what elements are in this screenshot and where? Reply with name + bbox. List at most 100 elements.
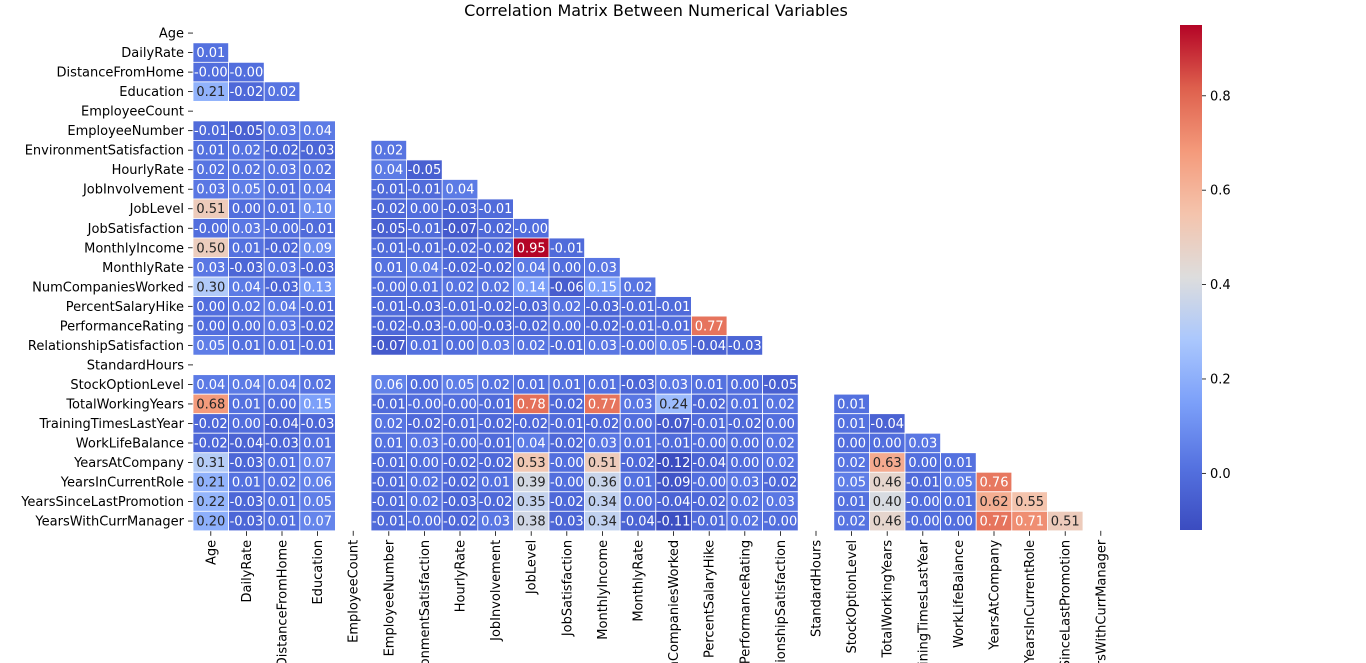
cell-label: 0.02	[730, 495, 759, 510]
cell-label: 0.40	[873, 495, 902, 510]
cell-label: -0.00	[621, 339, 655, 354]
cell-label: 0.00	[624, 495, 653, 510]
cell-label: 0.01	[232, 476, 261, 491]
x-tick-label: EmployeeCount	[347, 540, 362, 643]
cell-label: 0.06	[374, 378, 403, 393]
y-tick-label: MonthlyRate	[102, 261, 184, 276]
cell-label: -0.00	[550, 456, 584, 471]
cell-label: -0.02	[372, 319, 406, 334]
cell-label: -0.02	[479, 241, 513, 256]
cell-label: 0.01	[624, 476, 653, 491]
cell-label: 0.68	[196, 397, 225, 412]
cell-label: 0.04	[232, 280, 261, 295]
cell-label: -0.00	[692, 476, 726, 491]
cell-label: -0.01	[657, 300, 691, 315]
cell-label: 0.21	[196, 85, 225, 100]
cell-label: 0.05	[944, 476, 973, 491]
cell-label: 0.03	[481, 339, 510, 354]
cell-label: -0.09	[657, 476, 691, 491]
cell-label: -0.01	[479, 397, 513, 412]
cell-label: -0.02	[586, 417, 620, 432]
cell-label: -0.02	[443, 515, 477, 530]
cell-label: -0.01	[372, 476, 406, 491]
cell-label: 0.50	[196, 241, 225, 256]
cell-label: -0.07	[443, 222, 477, 237]
cell-label: 0.02	[624, 280, 653, 295]
cell-label: 0.02	[303, 378, 332, 393]
cell-label: 0.51	[1051, 515, 1080, 530]
x-tick-label: TotalWorkingYears	[881, 540, 896, 659]
x-tick-label: RelationshipSatisfaction	[774, 540, 789, 663]
cell-label: 0.02	[837, 515, 866, 530]
cell-label: -0.03	[301, 261, 335, 276]
cell-label: -0.01	[301, 222, 335, 237]
cell-label: 0.05	[232, 183, 261, 198]
cell-label: -0.01	[443, 417, 477, 432]
y-tick-label: RelationshipSatisfaction	[28, 339, 184, 354]
cell-label: -0.07	[372, 339, 406, 354]
x-tick-label: YearsAtCompany	[988, 540, 1003, 651]
cell-label: -0.01	[692, 417, 726, 432]
cell-label: 0.76	[980, 476, 1009, 491]
cell-label: 0.00	[730, 436, 759, 451]
x-tick-label: StockOptionLevel	[845, 540, 860, 654]
cell-label: -0.00	[764, 515, 798, 530]
cell-label: -0.04	[230, 436, 264, 451]
y-tick-label: DailyRate	[121, 46, 184, 61]
cell-label: 0.03	[268, 124, 297, 139]
cell-label: 0.62	[980, 495, 1009, 510]
cell-label: -0.02	[479, 495, 513, 510]
cell-label: 0.02	[766, 436, 795, 451]
x-tick-label: JobSatisfaction	[560, 540, 575, 637]
cell-label: -0.03	[265, 436, 299, 451]
cell-label: -0.01	[372, 515, 406, 530]
cell-label: -0.02	[194, 436, 228, 451]
x-tick-label: JobInvolvement	[489, 540, 504, 642]
cell-label: 0.02	[268, 85, 297, 100]
cell-label: -0.00	[443, 319, 477, 334]
cell-label: 0.00	[552, 261, 581, 276]
cell-label: -0.06	[550, 280, 584, 295]
cell-label: 0.02	[517, 339, 546, 354]
cell-label: 0.00	[196, 319, 225, 334]
cell-label: -0.01	[550, 339, 584, 354]
cell-label: -0.02	[514, 319, 548, 334]
cell-label: 0.24	[659, 397, 688, 412]
cell-label: -0.01	[657, 436, 691, 451]
cell-label: 0.01	[232, 397, 261, 412]
cell-label: 0.09	[303, 241, 332, 256]
cell-label: 0.53	[517, 456, 546, 471]
cell-label: 0.01	[410, 339, 439, 354]
cell-label: 0.00	[873, 436, 902, 451]
cell-label: 0.15	[303, 397, 332, 412]
cell-label: -0.02	[479, 456, 513, 471]
cell-label: 0.34	[588, 515, 617, 530]
cell-label: 0.03	[410, 436, 439, 451]
cell-label: -0.02	[265, 144, 299, 159]
cell-label: 0.01	[268, 515, 297, 530]
y-tick-label: EmployeeNumber	[67, 124, 184, 139]
cell-label: -0.01	[443, 300, 477, 315]
cell-label: 0.01	[196, 144, 225, 159]
cell-label: -0.01	[372, 495, 406, 510]
cell-label: 0.71	[1015, 515, 1044, 530]
x-tick-label: Age	[204, 540, 219, 565]
cell-label: 0.03	[481, 515, 510, 530]
cell-label: 0.01	[232, 339, 261, 354]
cell-label: -0.00	[194, 222, 228, 237]
cell-label: -0.00	[230, 66, 264, 81]
cell-label: 0.00	[196, 300, 225, 315]
cell-label: 0.00	[446, 339, 475, 354]
cell-label: 0.01	[730, 397, 759, 412]
cell-label: -0.02	[692, 397, 726, 412]
cell-label: 0.20	[196, 515, 225, 530]
cell-label: 0.77	[695, 319, 724, 334]
cell-label: -0.01	[550, 241, 584, 256]
y-tick-label: StockOptionLevel	[70, 378, 184, 393]
colorbar-tick-label: 0.2	[1210, 372, 1231, 387]
y-tick-label: Age	[159, 27, 184, 42]
cell-label: -0.01	[408, 241, 442, 256]
cell-label: 0.01	[268, 183, 297, 198]
